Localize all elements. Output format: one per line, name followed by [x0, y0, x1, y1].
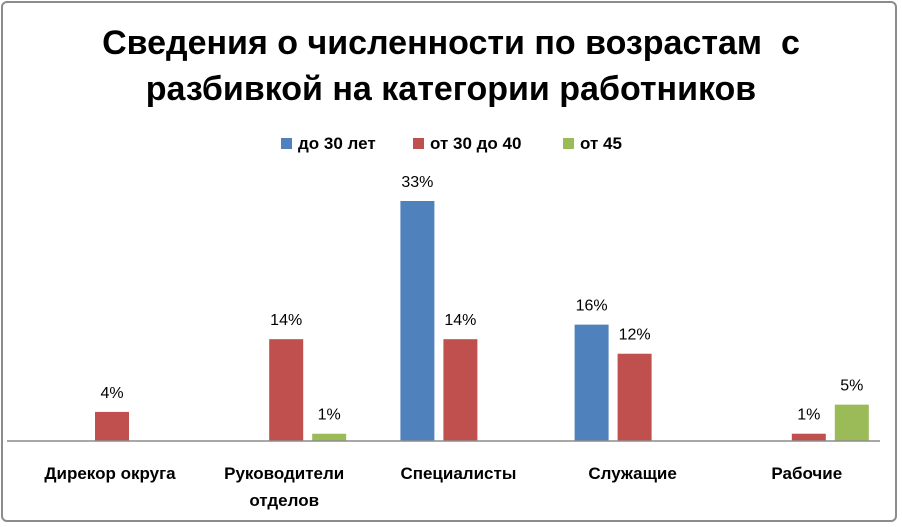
data-label: 1%: [318, 407, 341, 424]
data-label: 4%: [100, 385, 123, 402]
bar: [574, 324, 609, 441]
chart-legend: до 30 лет от 30 до 40 от 45: [281, 134, 622, 153]
category-label: Руководители: [224, 464, 344, 483]
category-labels: Дирекор округа Руководители отделов Специал…: [44, 464, 842, 510]
bar: [269, 339, 304, 441]
data-labels: 4% 14% 1% 33% 14% 16% 12% 1% 5%: [100, 174, 863, 424]
data-label: 16%: [576, 298, 608, 315]
category-label: Специалисты: [400, 464, 516, 483]
data-label: 33%: [401, 174, 433, 191]
bar: [834, 404, 869, 441]
legend-swatch: [413, 138, 424, 149]
category-label: Рабочие: [771, 464, 842, 483]
legend-entry: от 45: [580, 134, 622, 153]
data-label: 14%: [444, 312, 476, 329]
data-label: 12%: [619, 327, 651, 344]
data-label: 1%: [797, 407, 820, 424]
bar: [95, 411, 129, 441]
category-label: отделов: [249, 491, 319, 510]
category-label: Служащие: [588, 464, 676, 483]
chart-title-line: Сведения о численности по возрастам с: [102, 24, 800, 62]
legend-swatch: [563, 138, 574, 149]
data-label: 14%: [270, 312, 302, 329]
chart-title-line: разбивкой на категории работников: [146, 70, 756, 108]
bars: [95, 201, 869, 441]
legend-entry: от 30 до 40: [430, 134, 521, 153]
bar: [791, 433, 826, 441]
bar: [617, 353, 652, 441]
chart-title: Сведения о численности по возрастам с раз…: [102, 24, 800, 108]
category-label: Дирекор округа: [44, 464, 176, 483]
bar: [443, 339, 478, 441]
legend-swatch: [281, 138, 292, 149]
bar: [400, 201, 435, 441]
bar: [312, 433, 347, 441]
legend-entry: до 30 лет: [298, 134, 376, 153]
data-label: 5%: [840, 378, 863, 395]
